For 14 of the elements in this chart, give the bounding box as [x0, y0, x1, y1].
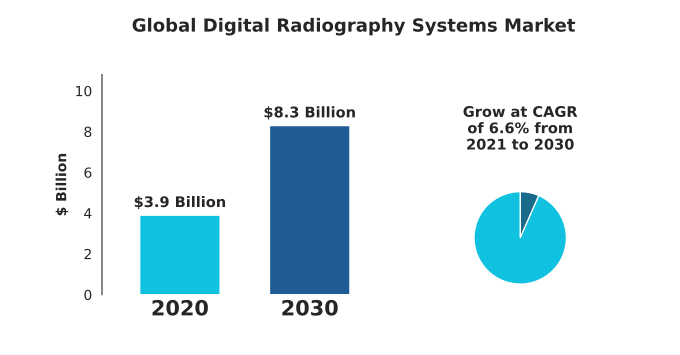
y-tick-label: 8 [84, 126, 92, 138]
y-tick-label: 4 [84, 208, 92, 218]
data-label: $8.3 Billion [264, 106, 355, 120]
y-tick-label: 0 [84, 290, 92, 300]
y-tick-label: 6 [84, 167, 92, 178]
data-label: $3.9 Billion [134, 196, 226, 210]
y-tick-label: 2 [84, 248, 91, 260]
chart-title: Global Digital Radiography Systems Market [132, 18, 576, 36]
y-axis-title: $ Billion [56, 154, 68, 216]
x-tick-label: 2030 [282, 300, 338, 316]
y-tick-label: 10 [76, 86, 92, 96]
pie-slice [473, 190, 568, 285]
chart-title: Grow at CAGR of 6.6% from 2021 to 2030 [464, 106, 578, 150]
x-tick-label: 2020 [152, 300, 208, 316]
